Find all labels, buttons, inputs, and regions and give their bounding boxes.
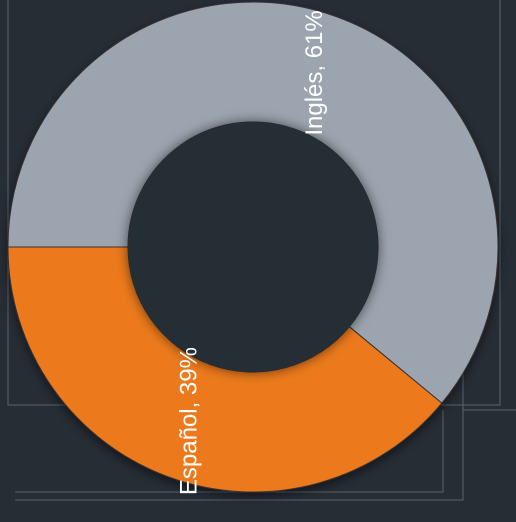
donut [7,1,499,493]
frame-line [15,410,444,493]
slice-label: Español, 39% [176,347,203,495]
donut-hole [128,122,378,372]
slice-label: Inglés, 61% [301,10,328,135]
labels: Inglés, 61% Español, 39% [176,10,328,495]
